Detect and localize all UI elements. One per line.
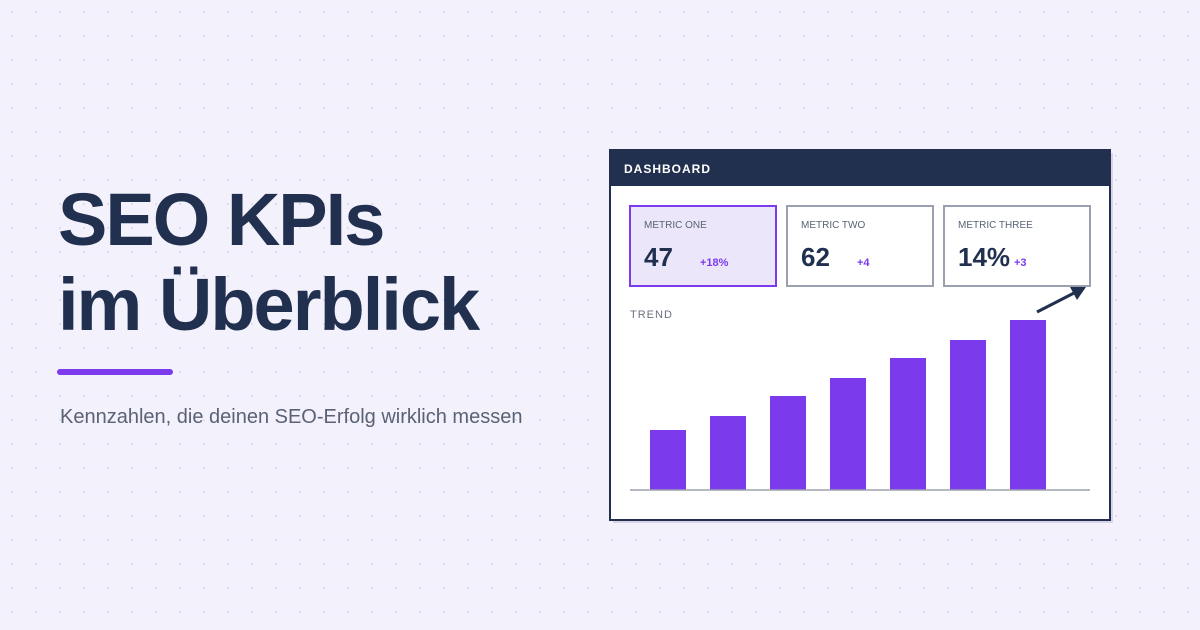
dashboard-header — [610, 150, 1110, 186]
bar — [950, 340, 986, 490]
chart-title: TREND — [630, 309, 673, 321]
bar — [770, 396, 806, 490]
bars — [650, 320, 1046, 490]
bar — [710, 416, 746, 490]
metric-change: +3 — [1014, 257, 1027, 269]
arrow — [1036, 290, 1077, 314]
metric-label: METRIC TWO — [801, 220, 865, 231]
metric-change: +18% — [700, 257, 729, 269]
metric-label: METRIC ONE — [644, 220, 707, 231]
bar — [890, 358, 926, 490]
bar — [1010, 320, 1046, 490]
subtitle: Kennzahlen, die deinen SEO-Erfolg wirkli… — [60, 406, 522, 428]
dashboard-title: DASHBOARD — [624, 162, 711, 176]
metric-card — [943, 205, 1091, 287]
bar — [830, 378, 866, 490]
metric-card — [786, 205, 934, 287]
metric-value: 62 — [801, 242, 830, 272]
metric-change: +4 — [857, 257, 870, 269]
metric-label: METRIC THREE — [958, 220, 1033, 231]
metric-value: 47 — [644, 242, 673, 272]
accent-bar — [57, 369, 173, 375]
headline: SEO KPIs — [58, 178, 383, 261]
headline: im Überblick — [58, 263, 481, 346]
metric-cards: METRIC ONE 47 +18% METRIC TWO 62 +4 METRIC THR… — [629, 205, 1091, 287]
metric-value: 14% — [958, 242, 1010, 272]
arrow-head — [1070, 287, 1086, 300]
metric-card — [629, 205, 777, 287]
bar — [650, 430, 686, 490]
